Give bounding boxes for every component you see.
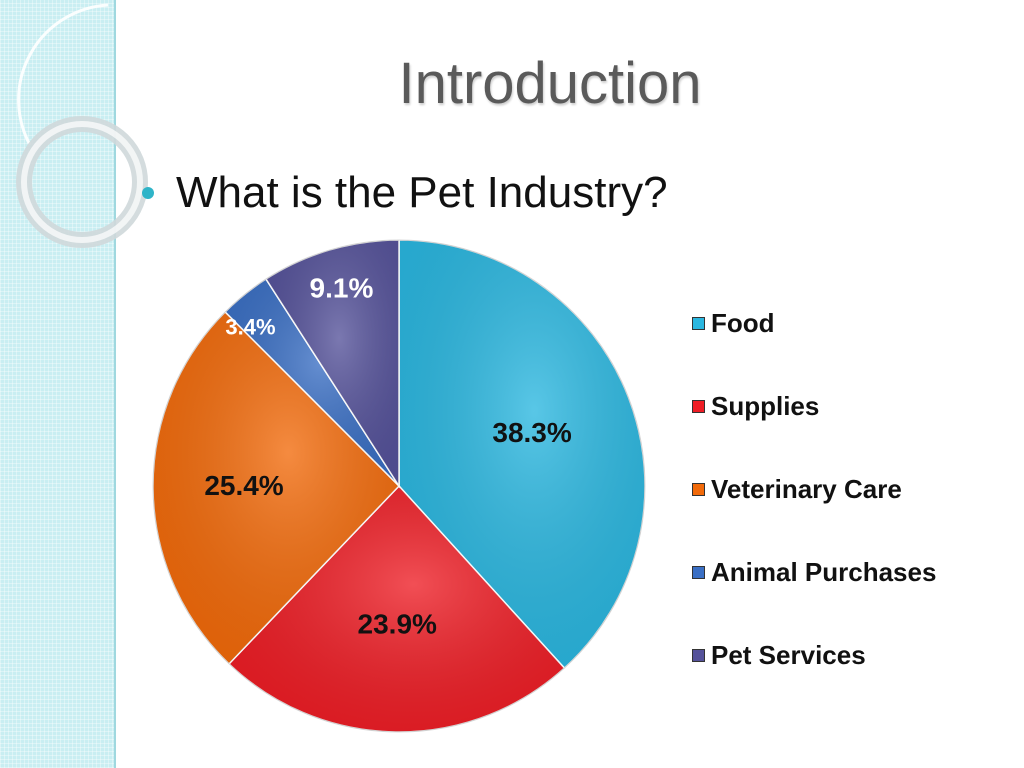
data-label-animal-purchases: 3.4% bbox=[225, 315, 275, 340]
legend-item-supplies: Supplies bbox=[692, 391, 819, 422]
slide-title: Introduction bbox=[398, 51, 702, 116]
data-label-pet-services: 9.1% bbox=[310, 272, 374, 303]
legend-item-animal-purchases: Animal Purchases bbox=[692, 557, 936, 588]
legend-swatch bbox=[692, 649, 705, 662]
legend-item-pet-services: Pet Services bbox=[692, 640, 866, 671]
legend-swatch bbox=[692, 483, 705, 496]
legend-item-veterinary-care: Veterinary Care bbox=[692, 474, 902, 505]
legend-label: Animal Purchases bbox=[711, 557, 937, 587]
decorative-rings bbox=[16, 3, 148, 248]
legend-label: Veterinary Care bbox=[711, 474, 902, 504]
pie-outline bbox=[152, 239, 646, 733]
pie-slice-shading bbox=[229, 486, 565, 732]
legend-swatch bbox=[692, 566, 705, 579]
data-label-supplies: 23.9% bbox=[358, 609, 437, 640]
bullet-text: What is the Pet Industry? bbox=[176, 168, 668, 217]
data-label-veterinary-care: 25.4% bbox=[204, 470, 283, 501]
pie-slice-shading bbox=[266, 240, 399, 486]
legend-label: Supplies bbox=[711, 391, 820, 421]
pie-slice-shading bbox=[399, 240, 645, 669]
bullet-icon bbox=[142, 187, 154, 199]
legend-label: Food bbox=[711, 308, 775, 338]
pie-slice-shading bbox=[152, 311, 399, 664]
data-label-food: 38.3% bbox=[492, 417, 571, 448]
legend-item-food: Food bbox=[692, 308, 775, 339]
legend-swatch bbox=[692, 317, 705, 330]
legend-label: Pet Services bbox=[711, 640, 866, 670]
pie-slice-shading bbox=[225, 279, 399, 486]
bullet-item: What is the Pet Industry? bbox=[142, 168, 668, 218]
legend-swatch bbox=[692, 400, 705, 413]
